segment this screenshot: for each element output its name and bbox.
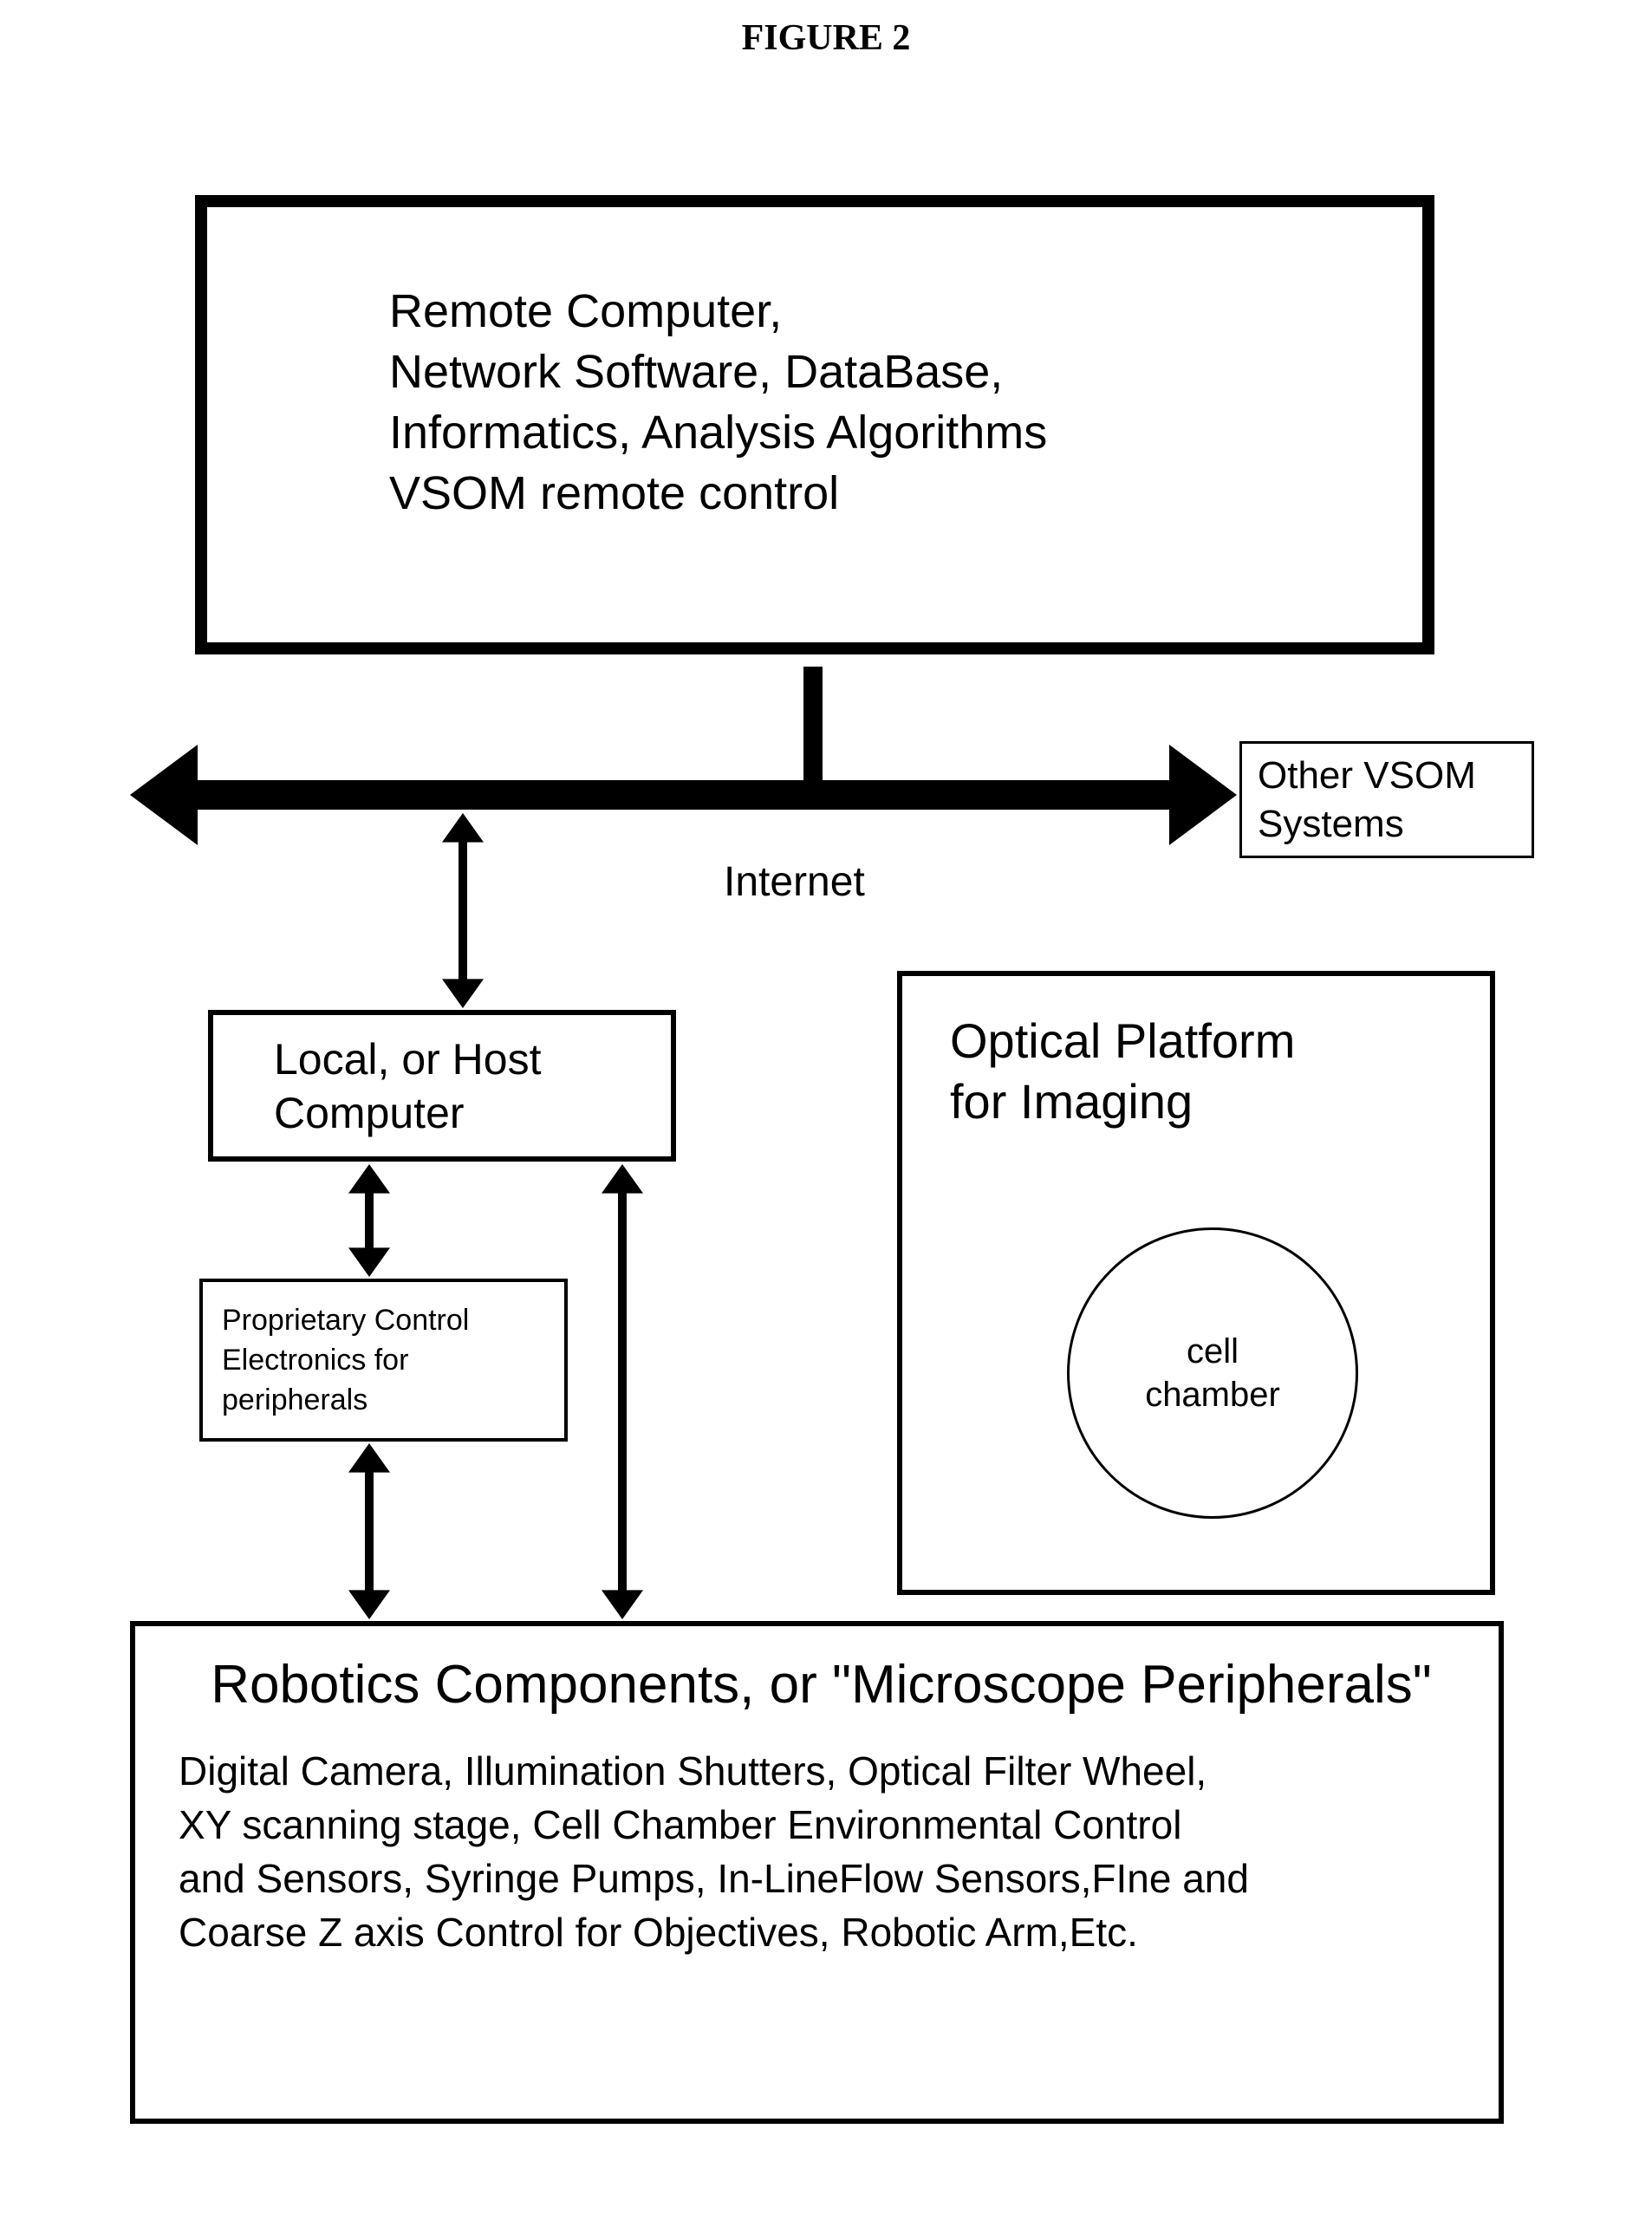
remote-computer-box: Remote Computer,Network Software, DataBa…	[195, 195, 1434, 654]
internet-label: Internet	[724, 858, 865, 906]
other-vsom-systems-box: Other VSOMSystems	[1239, 741, 1534, 858]
local-host-computer-text: Local, or HostComputer	[213, 1032, 671, 1140]
cell-chamber-circle: cellchamber	[1067, 1227, 1358, 1519]
optical-platform-box: Optical Platformfor Imaging cellchamber	[897, 971, 1495, 1595]
optical-platform-text: Optical Platformfor Imaging	[902, 976, 1490, 1132]
cell-chamber-text: cellchamber	[1145, 1330, 1280, 1416]
remote-computer-text: Remote Computer,Network Software, DataBa…	[207, 207, 1422, 524]
robotics-body-text: Digital Camera, Illumination Shutters, O…	[179, 1744, 1464, 1959]
robotics-title: Robotics Components, or "Microscope Peri…	[179, 1652, 1464, 1718]
figure-title: FIGURE 2	[0, 17, 1652, 59]
proprietary-control-text: Proprietary ControlElectronics forperiph…	[203, 1300, 564, 1420]
other-vsom-systems-text: Other VSOMSystems	[1242, 752, 1532, 849]
local-host-computer-box: Local, or HostComputer	[208, 1010, 676, 1162]
proprietary-control-box: Proprietary ControlElectronics forperiph…	[199, 1279, 568, 1442]
robotics-components-box: Robotics Components, or "Microscope Peri…	[130, 1621, 1504, 2124]
